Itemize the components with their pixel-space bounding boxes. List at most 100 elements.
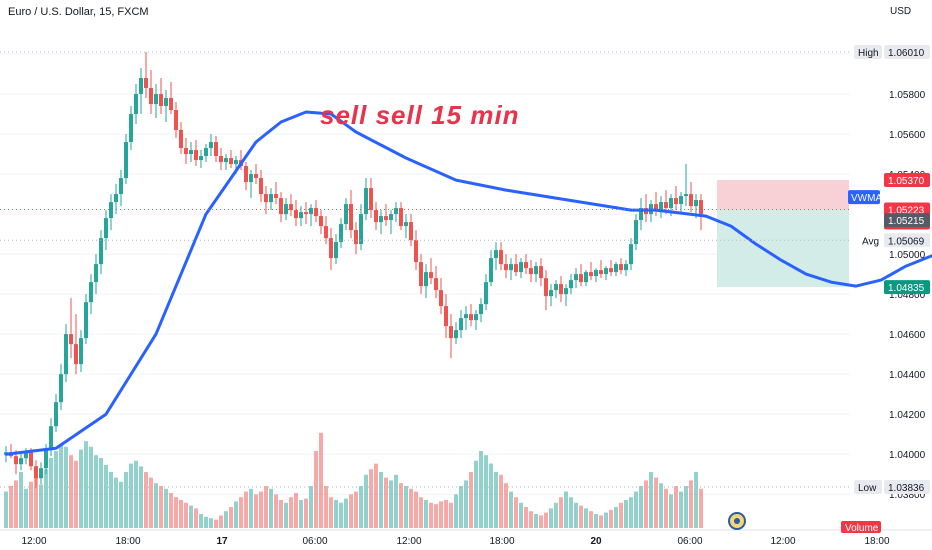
volume-bar: [674, 486, 678, 528]
current-price-label: 1.05223: [888, 205, 925, 216]
annotation-text: sell sell 15 min: [320, 100, 520, 130]
vwma-series-line: [4, 110, 932, 456]
candle-body: [679, 196, 683, 205]
volume-bar: [464, 480, 468, 528]
candles: [4, 52, 703, 489]
volume-bar: [699, 488, 703, 528]
candle-body: [374, 210, 378, 223]
volume-bar: [474, 460, 478, 528]
candle-body: [409, 222, 413, 241]
candle-body: [154, 94, 158, 105]
volume-bar: [109, 472, 113, 528]
volume-bar: [44, 469, 48, 528]
volume-bar: [404, 486, 408, 528]
candle-body: [74, 344, 78, 365]
candle-body: [69, 334, 73, 345]
low-marker-label-bg: [854, 480, 882, 494]
candle-body: [689, 194, 693, 207]
candle-body: [19, 458, 23, 465]
candle-body: [419, 262, 423, 287]
volume-bar: [69, 455, 73, 528]
candle-body: [629, 244, 633, 265]
x-tick-label: 12:00: [770, 536, 795, 547]
volume-bar: [389, 480, 393, 528]
volume-bar: [579, 505, 583, 528]
volume-bar: [449, 502, 453, 528]
volume-bar: [394, 474, 398, 528]
low-marker-value: 1.03836: [888, 483, 925, 494]
candle-body: [574, 274, 578, 281]
candle-body: [64, 334, 68, 375]
volume-bar: [154, 483, 158, 528]
candle-body: [129, 114, 133, 143]
candle-body: [39, 468, 43, 479]
volume-bar: [504, 483, 508, 528]
candle-body: [244, 166, 248, 183]
candle-body: [184, 148, 188, 155]
candle-body: [524, 262, 528, 269]
volume-bar: [644, 480, 648, 528]
volume-bar: [544, 512, 548, 528]
volume-bar: [139, 466, 143, 528]
candle-body: [519, 262, 523, 273]
volume-bar: [249, 488, 253, 528]
volume-bar: [54, 451, 58, 528]
candle-body: [569, 280, 573, 289]
y-tick-label: 1.05000: [889, 250, 926, 261]
volume-bar: [4, 491, 8, 528]
globe-icon[interactable]: [728, 512, 746, 530]
volume-bar: [444, 500, 448, 528]
candle-body: [654, 204, 658, 211]
volume-bar: [619, 502, 623, 528]
x-tick-label: 12:00: [396, 536, 421, 547]
candle-body: [339, 224, 343, 243]
volume-bar: [424, 500, 428, 528]
volume-bar: [244, 491, 248, 528]
candle-body: [634, 220, 638, 245]
candle-body: [169, 98, 173, 111]
volume-bar: [439, 501, 443, 528]
volume-bar: [659, 483, 663, 528]
volume-bar: [409, 488, 413, 528]
volume-bar: [104, 465, 108, 528]
volume-bar: [239, 497, 243, 528]
candle-body: [289, 204, 293, 211]
candle-body: [14, 456, 18, 465]
volume-bar: [369, 469, 373, 528]
candle-body: [429, 272, 433, 279]
volume-bar: [634, 491, 638, 528]
volume-bar: [124, 472, 128, 528]
candle-body: [534, 266, 538, 275]
volume-bar: [514, 497, 518, 528]
candle-body: [364, 188, 368, 215]
volume-bar: [219, 515, 223, 528]
volume-bar: [164, 488, 168, 528]
candle-body: [59, 374, 63, 403]
candle-body: [259, 178, 263, 195]
candle-body: [279, 198, 283, 215]
candle-body: [439, 290, 443, 307]
candle-body: [99, 238, 103, 265]
candle-body: [424, 272, 428, 287]
volume-bar: [694, 472, 698, 528]
volume-bar: [384, 477, 388, 528]
volume-bar: [309, 486, 313, 528]
candle-body: [384, 216, 388, 221]
volume-bar: [144, 472, 148, 528]
volume-bar: [79, 449, 83, 528]
candle-body: [664, 202, 668, 209]
volume-bar: [99, 458, 103, 528]
volume-bar: [519, 502, 523, 528]
volume-bar: [329, 497, 333, 528]
candle-body: [549, 290, 553, 297]
volume-bar: [624, 500, 628, 528]
candle-body: [499, 250, 503, 265]
candle-body: [554, 284, 558, 291]
candle-body: [474, 314, 478, 321]
volume-bar: [454, 494, 458, 528]
candle-body: [304, 212, 308, 215]
high-marker-label: High: [858, 48, 879, 59]
candle-body: [329, 238, 333, 259]
volume-bar: [189, 505, 193, 528]
